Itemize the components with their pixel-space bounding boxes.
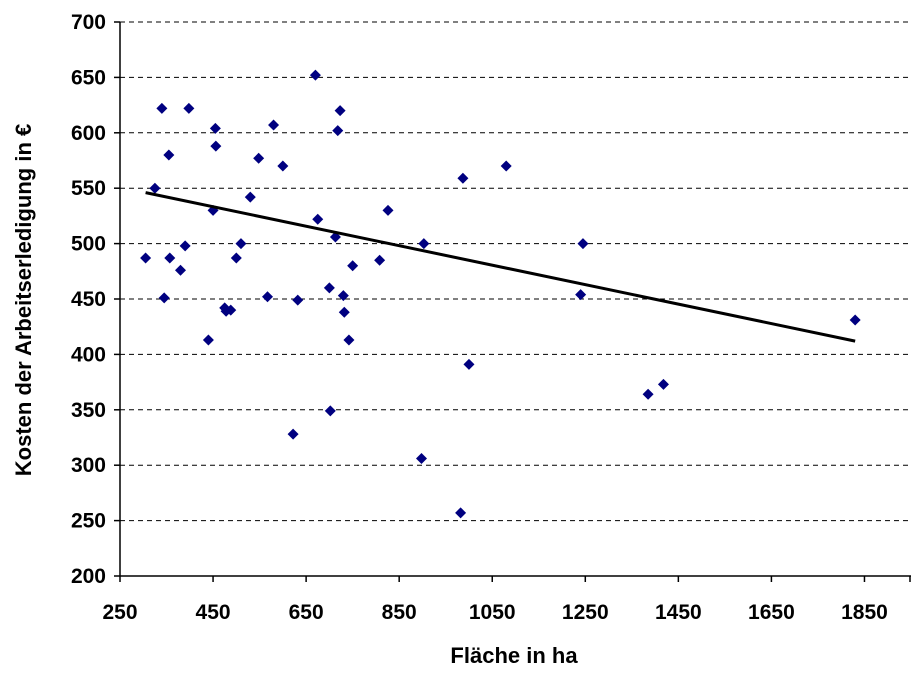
y-axis-title: Kosten der Arbeitserledigung in €	[11, 124, 36, 476]
data-point	[287, 428, 299, 440]
x-tick-label: 250	[102, 601, 137, 624]
y-tick-label: 200	[71, 565, 106, 588]
data-point	[657, 378, 669, 390]
x-tick-label: 1250	[562, 601, 609, 624]
data-point	[575, 289, 587, 301]
data-point	[268, 119, 280, 131]
data-point	[334, 105, 346, 117]
data-point	[261, 291, 273, 303]
x-tick-label: 650	[289, 601, 324, 624]
axes	[114, 21, 911, 582]
data-point	[225, 304, 237, 316]
y-tick-label: 500	[71, 233, 106, 256]
data-point	[230, 252, 242, 264]
trendline	[145, 191, 856, 343]
data-point	[312, 213, 324, 225]
data-points	[140, 69, 861, 519]
data-point	[332, 125, 344, 137]
data-point	[382, 204, 394, 216]
data-point	[158, 292, 170, 304]
x-tick-label: 1450	[655, 601, 702, 624]
data-point	[140, 252, 152, 264]
data-point	[149, 182, 161, 194]
y-tick-label: 650	[71, 66, 106, 89]
data-point	[202, 334, 214, 346]
y-tick-label: 350	[71, 399, 106, 422]
x-tick-label: 450	[196, 601, 231, 624]
data-point	[292, 294, 304, 306]
data-point	[418, 238, 430, 250]
data-point	[323, 282, 335, 294]
data-point	[235, 238, 247, 250]
data-point	[309, 69, 321, 81]
y-tick-label: 250	[71, 510, 106, 533]
trendline-group	[145, 191, 856, 343]
data-point	[209, 122, 221, 134]
x-tick-label: 1650	[748, 601, 795, 624]
data-point	[347, 260, 359, 272]
data-point	[253, 152, 265, 164]
x-axis-title: Fläche in ha	[450, 643, 578, 668]
data-point	[277, 160, 289, 172]
data-point	[500, 160, 512, 172]
data-point	[642, 388, 654, 400]
data-point	[324, 405, 336, 417]
data-point	[244, 191, 256, 203]
y-tick-label: 450	[71, 288, 106, 311]
data-point	[374, 254, 386, 266]
data-point	[210, 140, 222, 152]
y-tick-label: 600	[71, 122, 106, 145]
y-tick-label: 300	[71, 454, 106, 477]
data-point	[174, 264, 186, 276]
data-point	[849, 314, 861, 326]
y-tick-label: 400	[71, 343, 106, 366]
gridlines	[120, 21, 911, 522]
data-point	[164, 252, 176, 264]
data-point	[463, 358, 475, 370]
data-point	[455, 507, 467, 519]
x-tick-label: 1050	[469, 601, 516, 624]
y-tick-label: 550	[71, 177, 106, 200]
data-point	[179, 240, 191, 252]
data-point	[156, 102, 168, 114]
x-tick-label: 1850	[841, 601, 888, 624]
data-point	[337, 290, 349, 302]
x-tick-label: 850	[382, 601, 417, 624]
data-point	[457, 172, 469, 184]
y-tick-label: 700	[71, 11, 106, 34]
data-point	[343, 334, 355, 346]
data-point	[183, 102, 195, 114]
y-tick-labels: 200 250 300 350 400 450 500 550 600 650 700	[71, 11, 106, 588]
data-point	[338, 306, 350, 318]
data-point	[577, 238, 589, 250]
x-tick-labels: 250 450 650 850 1050 1250 1450 1650 1850	[102, 601, 887, 624]
data-point	[163, 149, 175, 161]
data-point	[416, 453, 428, 465]
